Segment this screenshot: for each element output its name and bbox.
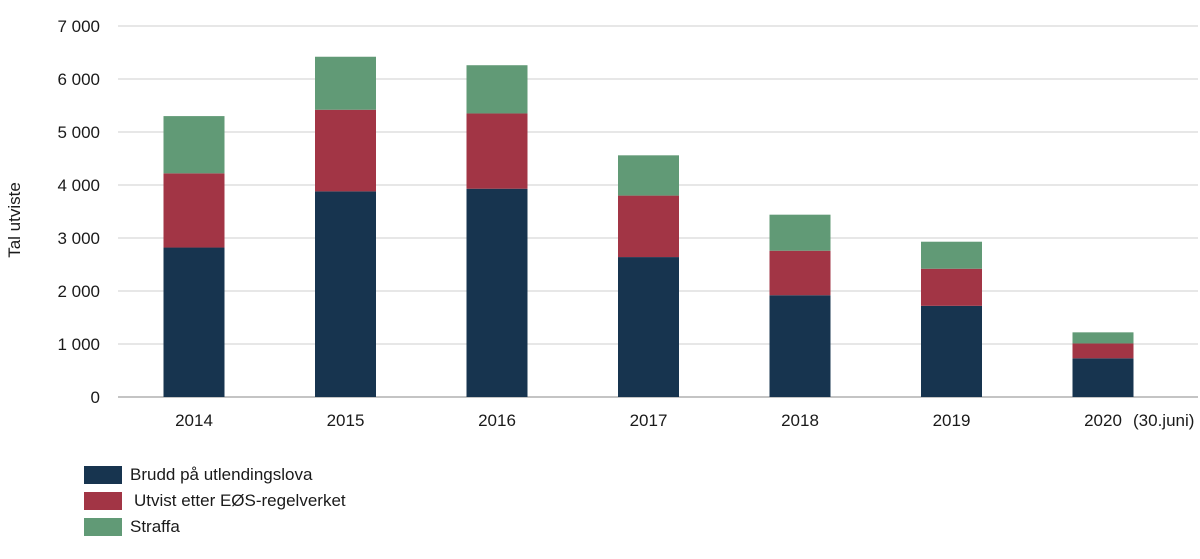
y-tick-label: 1 000 xyxy=(57,335,100,354)
legend: Brudd på utlendingslova Utvist etter EØS… xyxy=(84,462,346,540)
x-axis-ticks: 2014 2015 2016 2017 2018 2019 2020 (30.juni) xyxy=(175,411,1194,430)
y-tick-label: 5 000 xyxy=(57,123,100,142)
y-tick-label: 3 000 xyxy=(57,229,100,248)
bars xyxy=(163,56,1134,397)
y-tick-label: 4 000 xyxy=(57,176,100,195)
legend-swatch-straffa xyxy=(84,518,122,536)
legend-swatch-brudd xyxy=(84,466,122,484)
bar-segment xyxy=(921,268,982,306)
bar-segment xyxy=(921,241,982,269)
bar-segment xyxy=(769,214,831,251)
bar-segment xyxy=(315,56,376,110)
bar-segment xyxy=(1072,343,1134,359)
bar-segment xyxy=(163,247,225,397)
x-tick-label: 2020 xyxy=(1084,411,1122,430)
bar-segment xyxy=(769,250,831,296)
stacked-bar-chart: 0 1 000 2 000 3 000 4 000 5 000 6 000 7 000 201… xyxy=(5,17,1198,430)
y-axis-label: Tal utviste xyxy=(5,182,24,258)
legend-swatch-eos xyxy=(84,492,122,510)
x-tick-label: 2018 xyxy=(781,411,819,430)
y-axis-ticks: 0 1 000 2 000 3 000 4 000 5 000 6 000 7 000 xyxy=(57,17,100,407)
y-tick-label: 0 xyxy=(91,388,100,407)
y-tick-label: 7 000 xyxy=(57,17,100,36)
bar-segment xyxy=(315,191,376,397)
bar-segment xyxy=(618,155,679,196)
bar-segment xyxy=(618,195,679,258)
y-tick-label: 2 000 xyxy=(57,282,100,301)
x-tick-annotation: (30.juni) xyxy=(1133,411,1194,430)
bar-segment xyxy=(1072,332,1134,344)
x-tick-label: 2017 xyxy=(630,411,668,430)
bar-segment xyxy=(163,173,225,248)
bar-segment xyxy=(163,116,225,174)
bar-segment xyxy=(769,295,831,397)
legend-item-brudd: Brudd på utlendingslova xyxy=(84,462,346,488)
legend-item-straffa: Straffa xyxy=(84,514,346,540)
legend-item-eos: Utvist etter EØS-regelverket xyxy=(84,488,346,514)
x-tick-label: 2019 xyxy=(933,411,971,430)
legend-label-eos: Utvist etter EØS-regelverket xyxy=(134,491,346,510)
bar-segment xyxy=(466,113,528,189)
bar-segment xyxy=(1072,358,1134,397)
bar-segment xyxy=(618,257,679,397)
bar-segment xyxy=(315,109,376,192)
x-tick-label: 2016 xyxy=(478,411,516,430)
y-tick-label: 6 000 xyxy=(57,70,100,89)
bar-segment xyxy=(921,305,982,397)
bar-segment xyxy=(466,188,528,397)
legend-label-brudd: Brudd på utlendingslova xyxy=(130,465,313,484)
legend-label-straffa: Straffa xyxy=(130,517,180,536)
x-tick-label: 2014 xyxy=(175,411,213,430)
x-tick-label: 2015 xyxy=(327,411,365,430)
bar-segment xyxy=(466,65,528,114)
